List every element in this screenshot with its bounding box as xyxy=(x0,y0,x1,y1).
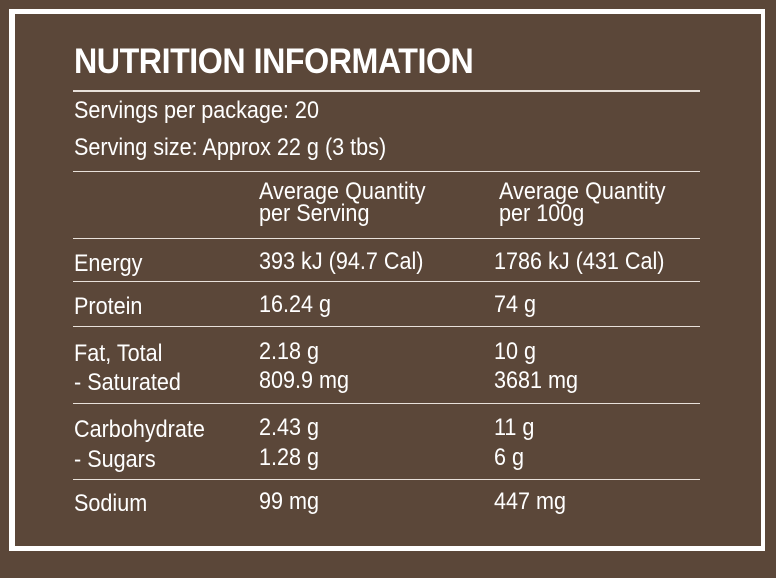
row-value-fat-total-serving: 2.18 g xyxy=(259,338,320,365)
row-value-protein-serving: 16.24 g xyxy=(259,291,332,318)
serving-size: Serving size: Approx 22 g (3 tbs) xyxy=(74,134,387,161)
divider-serving xyxy=(73,171,700,172)
header-per-100g-line2: per 100g xyxy=(499,200,585,227)
row-value-sugars-100g: 6 g xyxy=(494,444,525,471)
row-value-sodium-100g: 447 mg xyxy=(494,488,567,515)
row-label-energy: Energy xyxy=(74,250,143,277)
row-value-energy-serving: 393 kJ (94.7 Cal) xyxy=(259,248,424,275)
divider-carbohydrate xyxy=(73,479,700,480)
row-label-protein: Protein xyxy=(74,293,143,320)
header-per-100g-line1: Average Quantity xyxy=(499,178,666,205)
row-value-carbohydrate-serving: 2.43 g xyxy=(259,414,320,441)
servings-per-package: Servings per package: 20 xyxy=(74,97,319,124)
row-value-carbohydrate-100g: 11 g xyxy=(494,414,535,441)
divider-fat xyxy=(73,403,700,404)
row-value-fat-total-100g: 10 g xyxy=(494,338,537,365)
row-label-carbohydrate: Carbohydrate xyxy=(74,416,205,443)
row-label-saturated: - Saturated xyxy=(74,369,181,396)
nutrition-panel xyxy=(15,14,761,546)
divider-header xyxy=(73,238,700,239)
row-label-fat-total: Fat, Total xyxy=(74,340,163,367)
row-value-saturated-serving: 809.9 mg xyxy=(259,367,350,394)
header-per-serving-line2: per Serving xyxy=(259,200,370,227)
header-per-serving-line1: Average Quantity xyxy=(259,178,426,205)
divider-protein xyxy=(73,326,700,327)
row-label-sodium: Sodium xyxy=(74,490,148,517)
row-value-sugars-serving: 1.28 g xyxy=(259,444,320,471)
divider-title xyxy=(73,90,700,92)
row-value-protein-100g: 74 g xyxy=(494,291,537,318)
row-value-saturated-100g: 3681 mg xyxy=(494,367,579,394)
nutrition-title: NUTRITION INFORMATION xyxy=(74,42,474,81)
row-label-sugars: - Sugars xyxy=(74,446,156,473)
divider-energy xyxy=(73,281,700,282)
row-value-energy-100g: 1786 kJ (431 Cal) xyxy=(494,248,665,275)
row-value-sodium-serving: 99 mg xyxy=(259,488,320,515)
